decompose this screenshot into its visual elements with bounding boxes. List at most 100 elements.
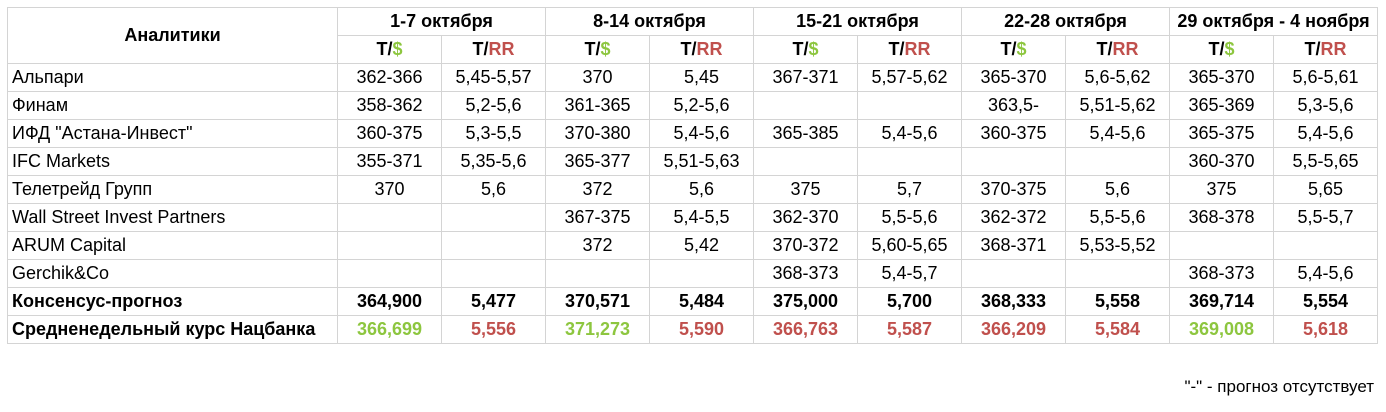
usd-forecast-cell: 375,000	[753, 287, 859, 316]
usd-forecast-cell: 370-375	[961, 175, 1067, 204]
rub-forecast-cell: 5,618	[1273, 315, 1379, 344]
week-header: 29 октября - 4 ноября	[1169, 7, 1379, 36]
usd-forecast-cell	[1169, 231, 1275, 260]
usd-forecast-cell: 371,273	[545, 315, 650, 344]
week-header: 22-28 октября	[961, 7, 1171, 36]
rub-forecast-cell: 5,558	[1065, 287, 1171, 316]
rub-forecast-cell	[1065, 147, 1171, 176]
usd-rate-prefix: Т/	[584, 39, 601, 59]
usd-forecast-cell: 375	[753, 175, 859, 204]
usd-rate-header: Т/$	[545, 35, 650, 64]
rub-forecast-cell	[1273, 231, 1379, 260]
rub-forecast-cell: 5,4-5,6	[857, 119, 963, 148]
usd-forecast-cell	[545, 259, 650, 288]
usd-forecast-cell: 367-371	[753, 63, 859, 92]
usd-forecast-cell	[753, 147, 859, 176]
national-bank-rate-row: Средненедельный курс Нацбанка 366,699 5,55…	[7, 315, 1379, 344]
rub-forecast-cell: 5,65	[1273, 175, 1379, 204]
analyst-column-header: Аналитики	[7, 7, 338, 64]
usd-forecast-cell: 363,5-	[961, 91, 1067, 120]
usd-forecast-cell: 368-373	[753, 259, 859, 288]
rub-rate-prefix: Т/	[472, 39, 489, 59]
table-row: Wall Street Invest Partners 367-375 5,4-5,…	[7, 203, 1379, 232]
rub-forecast-cell: 5,6-5,61	[1273, 63, 1379, 92]
usd-symbol: $	[1016, 39, 1027, 59]
rub-rate-header: Т/RR	[1273, 35, 1379, 64]
rub-forecast-cell: 5,42	[648, 231, 755, 260]
usd-forecast-cell: 362-372	[961, 203, 1067, 232]
usd-rate-header: Т/$	[337, 35, 442, 64]
analyst-name: ARUM Capital	[7, 231, 338, 260]
rub-forecast-cell: 5,700	[857, 287, 963, 316]
consensus-row: Консенсус-прогноз 364,900 5,477 370,571 5,48…	[7, 287, 1379, 316]
usd-forecast-cell: 366,763	[753, 315, 859, 344]
rub-forecast-cell	[1065, 259, 1171, 288]
rub-forecast-cell: 5,51-5,62	[1065, 91, 1171, 120]
rub-rate-prefix: Т/	[680, 39, 697, 59]
rub-forecast-cell: 5,477	[441, 287, 546, 316]
rub-forecast-cell: 5,51-5,63	[648, 147, 755, 176]
usd-forecast-cell: 355-371	[337, 147, 442, 176]
usd-forecast-cell	[753, 91, 859, 120]
rub-forecast-cell	[441, 259, 546, 288]
rub-rate-header: Т/RR	[857, 35, 963, 64]
rub-rate-header: Т/RR	[441, 35, 546, 64]
rub-forecast-cell: 5,3-5,6	[1273, 91, 1379, 120]
usd-rate-prefix: Т/	[792, 39, 809, 59]
rub-forecast-cell: 5,57-5,62	[857, 63, 963, 92]
analyst-name: Финам	[7, 91, 338, 120]
rub-forecast-cell: 5,35-5,6	[441, 147, 546, 176]
usd-forecast-cell: 367-375	[545, 203, 650, 232]
rub-forecast-cell: 5,60-5,65	[857, 231, 963, 260]
usd-forecast-cell: 366,699	[337, 315, 442, 344]
rub-forecast-cell: 5,45	[648, 63, 755, 92]
usd-forecast-cell	[337, 231, 442, 260]
week-header: 15-21 октября	[753, 7, 963, 36]
rub-forecast-cell: 5,554	[1273, 287, 1379, 316]
usd-forecast-cell: 361-365	[545, 91, 650, 120]
currency-header-row: Т/$ Т/RR Т/$ Т/RR Т/$ Т/RR Т/$ Т/RR Т/$ Т/RR	[8, 35, 1379, 64]
rub-forecast-cell: 5,2-5,6	[648, 91, 755, 120]
analyst-name: Wall Street Invest Partners	[7, 203, 338, 232]
rub-symbol: RR	[488, 39, 515, 59]
rub-rate-prefix: Т/	[888, 39, 905, 59]
usd-forecast-cell: 375	[1169, 175, 1275, 204]
table-row: Телетрейд Групп 370 5,6 372 5,6 375 5,7 370-375…	[7, 175, 1379, 204]
usd-forecast-cell: 365-377	[545, 147, 650, 176]
rub-forecast-cell: 5,6	[648, 175, 755, 204]
analyst-name: Телетрейд Групп	[7, 175, 338, 204]
rub-forecast-cell: 5,5-5,65	[1273, 147, 1379, 176]
usd-forecast-cell: 360-375	[961, 119, 1067, 148]
analyst-name: IFC Markets	[7, 147, 338, 176]
forecast-table: Аналитики 1-7 октября 8-14 октября 15-21…	[7, 7, 1379, 344]
usd-forecast-cell	[337, 259, 442, 288]
usd-rate-prefix: Т/	[1000, 39, 1017, 59]
rub-symbol: RR	[696, 39, 723, 59]
usd-forecast-cell: 369,008	[1169, 315, 1275, 344]
rub-forecast-cell	[857, 91, 963, 120]
usd-forecast-cell: 362-366	[337, 63, 442, 92]
rub-forecast-cell: 5,6-5,62	[1065, 63, 1171, 92]
usd-forecast-cell	[337, 203, 442, 232]
rub-rate-header: Т/RR	[1065, 35, 1171, 64]
rub-rate-prefix: Т/	[1304, 39, 1321, 59]
rub-forecast-cell: 5,2-5,6	[441, 91, 546, 120]
table-row: Альпари 362-366 5,45-5,57 370 5,45 367-371 5,5…	[7, 63, 1379, 92]
usd-symbol: $	[600, 39, 611, 59]
usd-forecast-cell: 360-375	[337, 119, 442, 148]
usd-rate-header: Т/$	[1169, 35, 1275, 64]
rub-forecast-cell: 5,590	[648, 315, 755, 344]
table-row: ИФД "Астана-Инвест" 360-375 5,3-5,5 370-380…	[7, 119, 1379, 148]
usd-forecast-cell: 370-380	[545, 119, 650, 148]
usd-forecast-cell	[961, 147, 1067, 176]
usd-forecast-cell: 368-371	[961, 231, 1067, 260]
usd-forecast-cell: 364,900	[337, 287, 442, 316]
usd-forecast-cell: 368-378	[1169, 203, 1275, 232]
usd-symbol: $	[392, 39, 403, 59]
analyst-name: Gerchik&Co	[7, 259, 338, 288]
rub-rate-prefix: Т/	[1096, 39, 1113, 59]
usd-forecast-cell: 360-370	[1169, 147, 1275, 176]
table-row: IFC Markets 355-371 5,35-5,6 365-377 5,51-5,…	[7, 147, 1379, 176]
rub-forecast-cell: 5,4-5,6	[1273, 119, 1379, 148]
table-body: Альпари 362-366 5,45-5,57 370 5,45 367-371 5,5…	[7, 63, 1379, 344]
